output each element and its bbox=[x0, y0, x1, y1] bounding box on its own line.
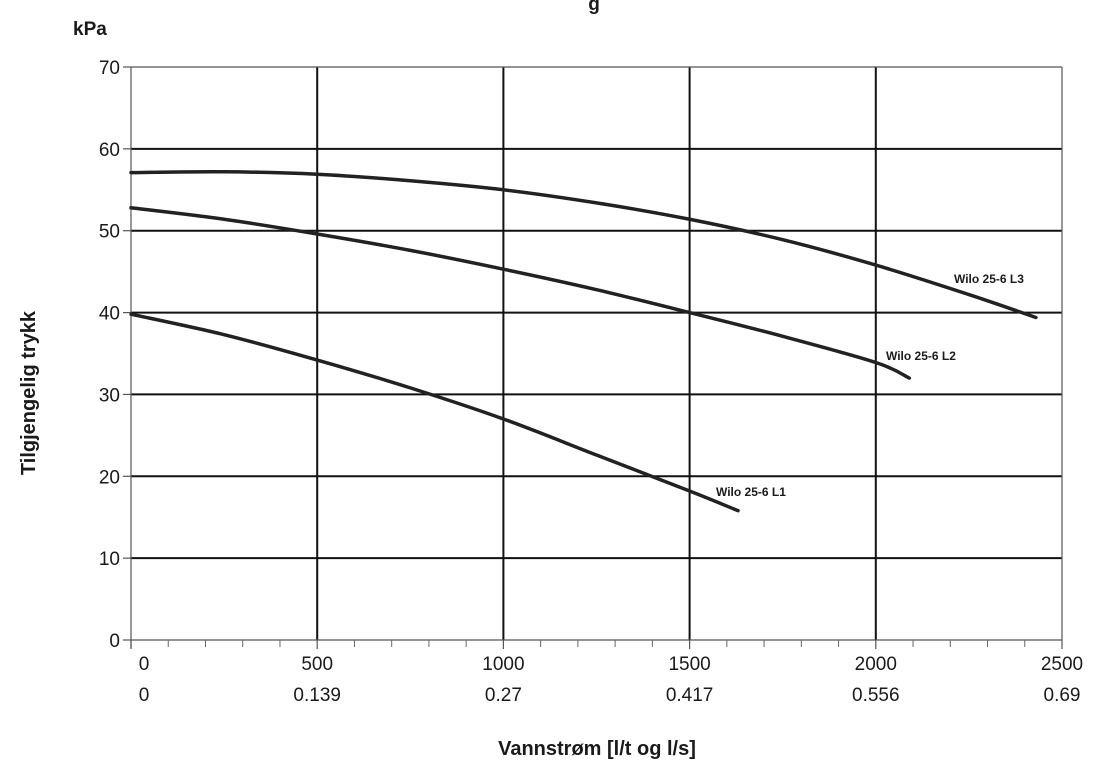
x-tick-label2-1500: 0.417 bbox=[666, 685, 714, 706]
x-tick-label2-500: 0.139 bbox=[293, 685, 341, 706]
y-ticks: 0 10 20 30 40 50 60 70 bbox=[99, 58, 131, 652]
series-lines: Wilo 25-6 L1 Wilo 25-6 L2 Wilo 25-6 L3 bbox=[129, 169, 1038, 513]
title-fragment: g bbox=[588, 0, 600, 15]
y-tick-label-20: 20 bbox=[99, 467, 120, 488]
y-tick-label-30: 30 bbox=[99, 385, 120, 406]
y-tick-label-0: 0 bbox=[109, 631, 120, 652]
x-tick-label-2000: 2000 bbox=[855, 654, 897, 675]
series-line-2 bbox=[129, 206, 912, 380]
x-tick-label-0: 0 bbox=[139, 654, 150, 675]
series-label-2: Wilo 25-6 L2 bbox=[886, 349, 956, 363]
y-axis-title: Tilgjengelig trykk bbox=[18, 310, 40, 475]
series-line-3 bbox=[129, 169, 1038, 320]
plot-frame bbox=[130, 66, 1063, 648]
x-tick-label-500: 500 bbox=[301, 654, 333, 675]
x-tick-label-1000: 1000 bbox=[482, 654, 524, 675]
y-tick-label-10: 10 bbox=[99, 549, 120, 570]
grid-lines bbox=[131, 67, 1062, 640]
x-ticks: 0 0 500 0.139 1000 0.27 1500 0.417 2000 0.556 2500… bbox=[130, 640, 1083, 706]
y-tick-label-40: 40 bbox=[99, 304, 120, 325]
series-label-3: Wilo 25-6 L3 bbox=[954, 272, 1024, 286]
x-tick-label2-2000: 0.556 bbox=[852, 685, 900, 706]
series-line-1 bbox=[129, 312, 740, 513]
x-axis-title: Vannstrøm [l/t og l/s] bbox=[498, 738, 696, 760]
x-tick-label2-1000: 0.27 bbox=[485, 685, 522, 706]
x-tick-label-1500: 1500 bbox=[668, 654, 710, 675]
y-unit-label: kPa bbox=[73, 19, 107, 40]
y-tick-label-50: 50 bbox=[99, 222, 120, 243]
series-label-1: Wilo 25-6 L1 bbox=[716, 485, 786, 499]
x-tick-label2-0: 0 bbox=[139, 685, 150, 706]
x-tick-label-2500: 2500 bbox=[1041, 654, 1083, 675]
x-tick-label2-2500: 0.69 bbox=[1044, 685, 1081, 706]
y-tick-label-60: 60 bbox=[99, 140, 120, 161]
y-tick-label-70: 70 bbox=[99, 58, 120, 79]
